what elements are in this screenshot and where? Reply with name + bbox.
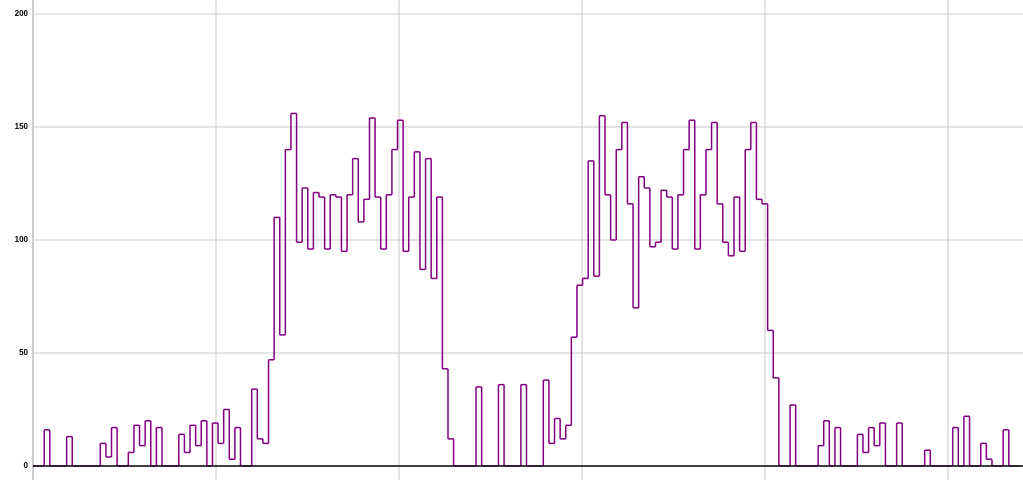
y-tick-label: 100 — [15, 235, 29, 244]
y-tick-label: 0 — [24, 461, 29, 470]
y-tick-label: 200 — [15, 9, 29, 18]
y-tick-label: 50 — [19, 348, 28, 357]
y-tick-label: 150 — [15, 122, 29, 131]
step-connector — [43, 113, 1010, 466]
